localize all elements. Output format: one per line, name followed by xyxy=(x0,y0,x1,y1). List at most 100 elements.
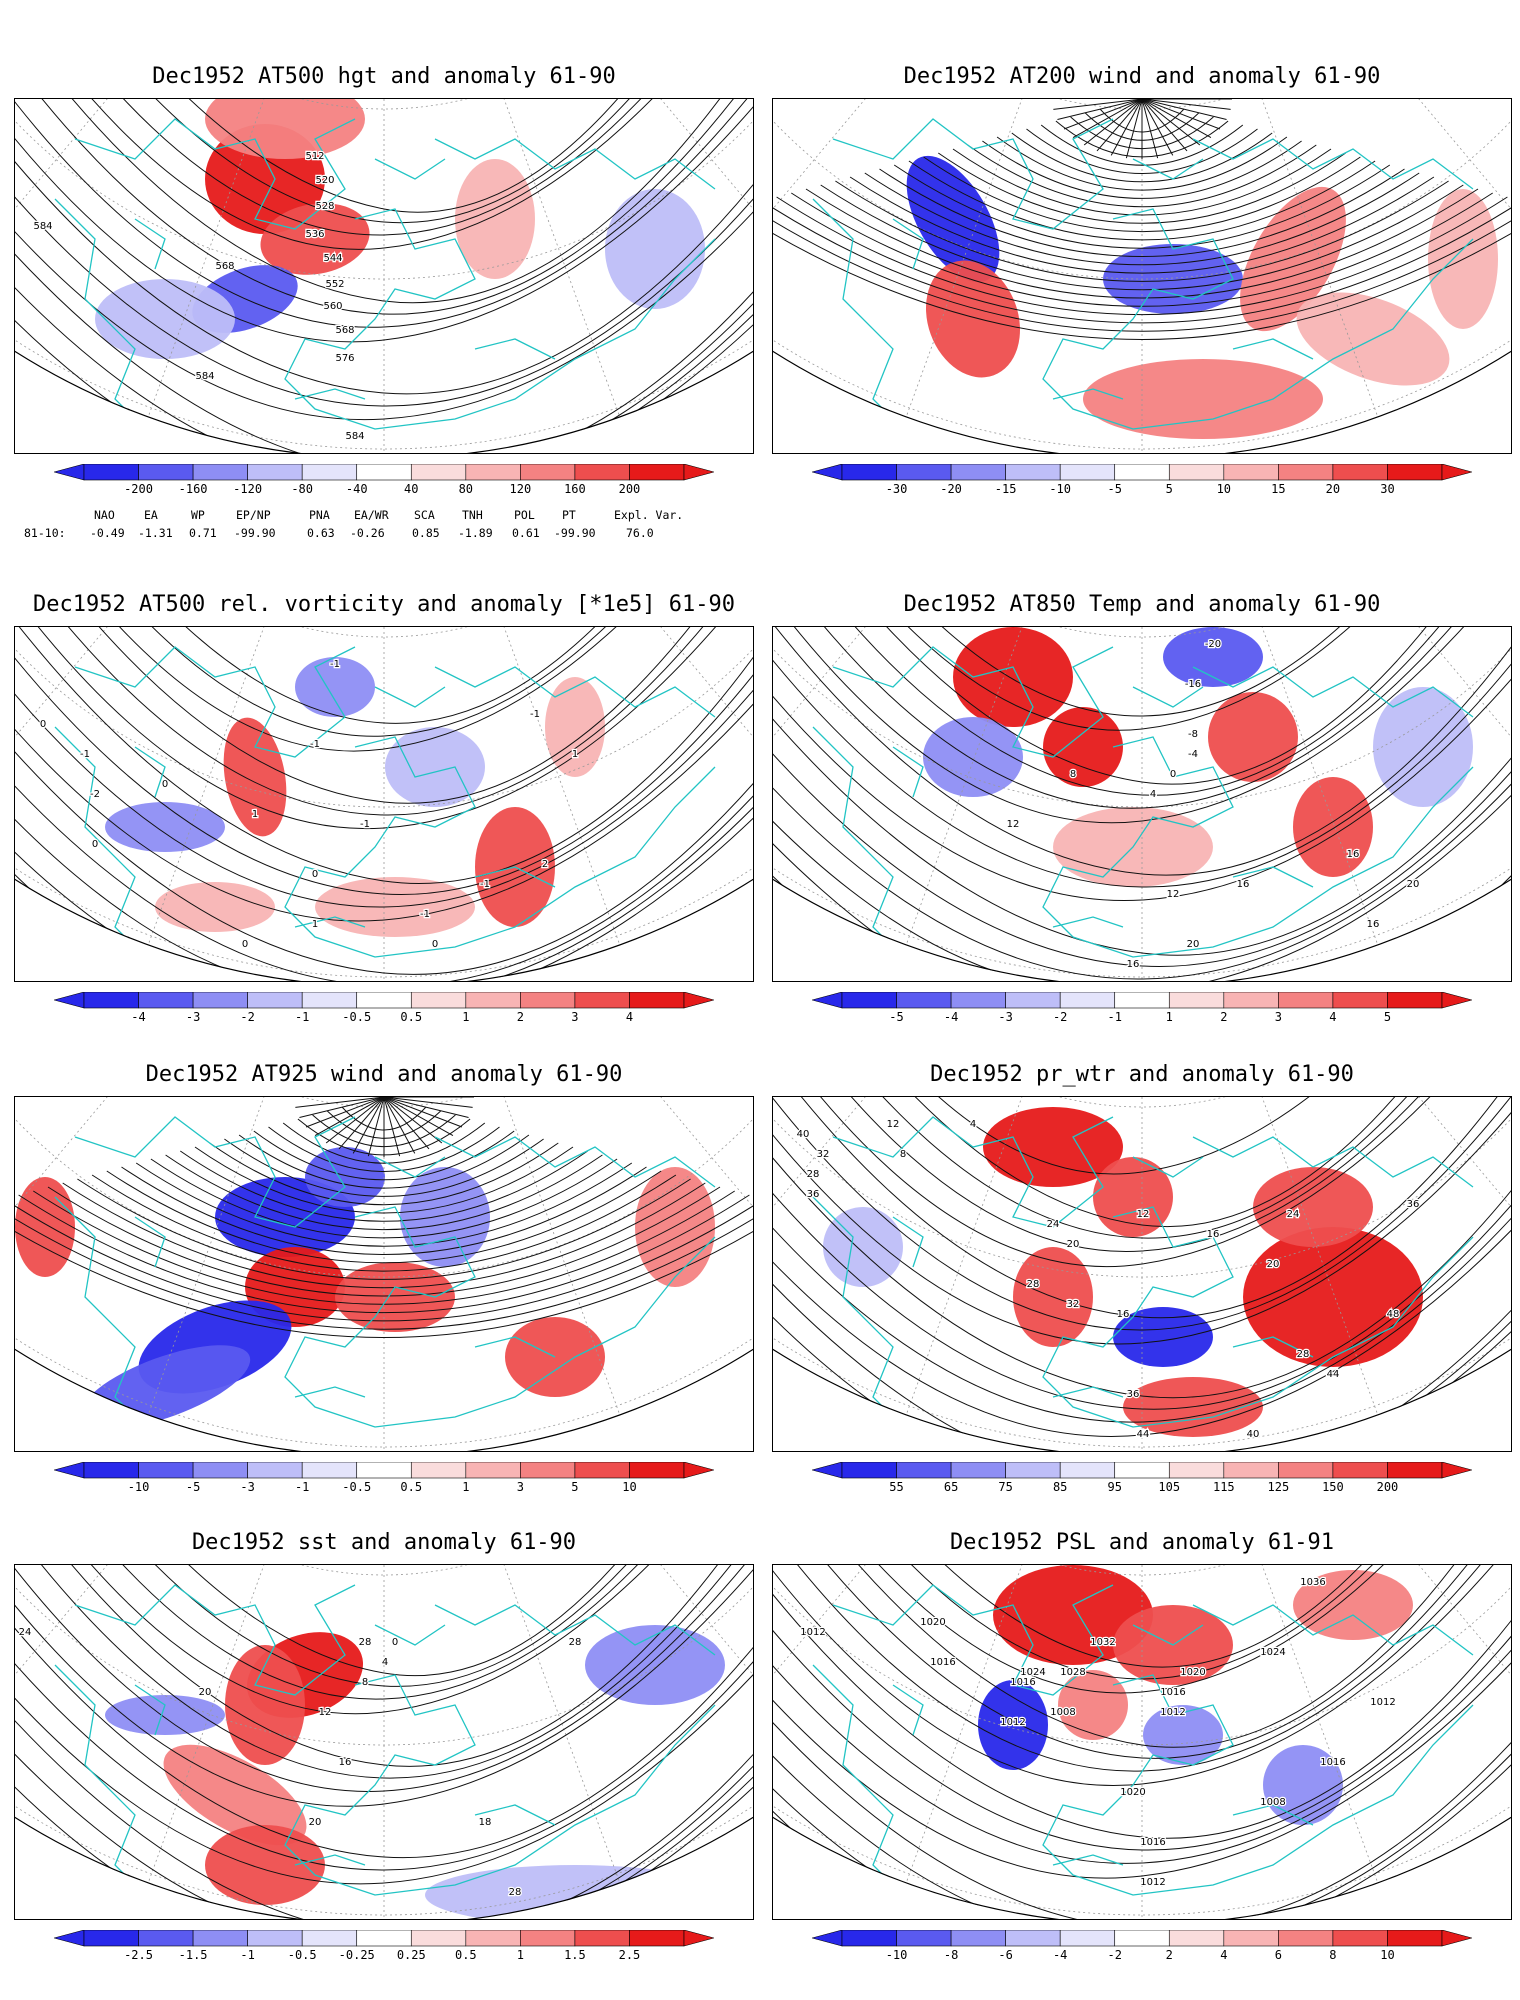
colorbar-swatch xyxy=(1059,464,1116,481)
contour-label: 1012 xyxy=(1140,1877,1165,1888)
contour-label: 1016 xyxy=(930,1657,955,1668)
colorbar-swatch xyxy=(1332,1462,1388,1479)
map-svg xyxy=(15,1097,753,1451)
colorbar-swatch xyxy=(520,1930,576,1947)
colorbar-tick-label: 115 xyxy=(1212,1480,1235,1494)
colorbar-tick-label: 0.5 xyxy=(400,1010,423,1024)
negative-anomaly-area xyxy=(385,727,485,807)
colorbar-swatch xyxy=(896,464,952,481)
colorbar: -10 -8 -6 -4 -2 2 4 6 8 10 xyxy=(812,1930,1472,1970)
colorbar-swatch xyxy=(629,464,685,481)
colorbar-swatch xyxy=(247,464,303,481)
negative-anomaly-area xyxy=(585,1625,725,1705)
colorbar-arrow-low xyxy=(812,1930,843,1947)
contour-label: 1012 xyxy=(800,1627,825,1638)
colorbar-swatch xyxy=(1387,1462,1443,1479)
index-header: TNH xyxy=(462,508,483,522)
colorbar-arrow-low xyxy=(54,992,85,1009)
contour-label: 16 xyxy=(1127,959,1140,970)
contour-label: 24 xyxy=(1047,1219,1060,1230)
colorbar-swatch xyxy=(356,1462,412,1479)
colorbar-tick-label: 3 xyxy=(516,1480,524,1494)
colorbar-swatch xyxy=(1332,464,1388,481)
colorbar-swatch xyxy=(247,1930,303,1947)
colorbar-arrow-low xyxy=(54,464,85,481)
colorbar-swatch xyxy=(1387,992,1443,1009)
colorbar-swatch xyxy=(1387,464,1443,481)
colorbar-tick-label: 1 xyxy=(462,1010,470,1024)
contour-label: 536 xyxy=(305,229,324,240)
colorbar-swatch xyxy=(1114,464,1170,481)
map-svg: -20 -16 -8 -4 0 4 8 12 16 12 16 20 16 20 16 xyxy=(773,627,1511,981)
colorbar-tick-label: 3 xyxy=(571,1010,579,1024)
colorbar-swatch xyxy=(356,1930,412,1947)
colorbar-arrow-high xyxy=(1441,464,1472,481)
colorbar-swatch xyxy=(950,464,1006,481)
contour-label: 32 xyxy=(817,1149,830,1160)
colorbar-swatch xyxy=(574,464,630,481)
colorbar-tick-label: 4 xyxy=(1329,1010,1337,1024)
colorbar-arrow-low xyxy=(812,464,843,481)
colorbar-svg xyxy=(54,464,714,481)
streamlines xyxy=(773,99,1511,340)
contour-label: 1 xyxy=(312,919,318,930)
contour-label: 552 xyxy=(325,279,344,290)
colorbar-swatch xyxy=(1332,1930,1388,1947)
contour-label: -1 xyxy=(530,709,540,720)
contour-lines xyxy=(15,99,753,453)
positive-anomaly-area xyxy=(335,1262,455,1332)
colorbar-swatch xyxy=(83,992,139,1009)
contour-label: 20 xyxy=(1067,1239,1080,1250)
positive-anomaly-area xyxy=(1083,359,1323,439)
colorbar: -200 -160 -120 -80 -40 40 80 120 160 200 xyxy=(54,464,714,504)
negative-anomaly-area xyxy=(295,657,375,717)
colorbar-swatch xyxy=(465,1930,521,1947)
contour-label: 40 xyxy=(797,1129,810,1140)
colorbar-tick-label: -8 xyxy=(943,1948,959,1962)
contour-label: 28 xyxy=(807,1169,820,1180)
colorbar-tick-label: 4 xyxy=(1220,1948,1228,1962)
contour-label: 0 xyxy=(40,719,46,730)
contour-label: 0 xyxy=(162,779,168,790)
colorbar-swatch xyxy=(1387,1930,1443,1947)
colorbar-swatch xyxy=(1332,992,1388,1009)
colorbar-swatch xyxy=(356,464,412,481)
positive-anomaly-area xyxy=(1293,1570,1413,1640)
colorbar-arrow-high xyxy=(683,464,714,481)
colorbar-swatch xyxy=(574,1462,630,1479)
contour-label: 36 xyxy=(1127,1389,1140,1400)
colorbar-tick-label: -30 xyxy=(885,482,908,496)
colorbar-swatch xyxy=(83,1930,139,1947)
contour-label: 32 xyxy=(1067,1299,1080,1310)
colorbar-tick-label: 2.5 xyxy=(618,1948,641,1962)
colorbar-swatch xyxy=(1005,992,1061,1009)
colorbar-svg xyxy=(812,1930,1472,1947)
contour-label: 28 xyxy=(509,1887,522,1898)
colorbar-swatch xyxy=(138,464,194,481)
negative-anomaly-area xyxy=(1263,1745,1343,1825)
colorbar-swatch xyxy=(841,1462,897,1479)
contour-label: 0 xyxy=(312,869,318,880)
colorbar-tick-label: -15 xyxy=(994,482,1017,496)
index-value: 0.71 xyxy=(189,526,217,540)
colorbar-tick-label: -5 xyxy=(889,1010,904,1024)
colorbar-tick-label: 125 xyxy=(1267,1480,1290,1494)
contour-label: 568 xyxy=(335,325,354,336)
colorbar-tick-label: 6 xyxy=(1274,1948,1282,1962)
index-value: -1.31 xyxy=(138,526,173,540)
colorbar-swatch xyxy=(247,992,303,1009)
colorbar-svg xyxy=(54,992,714,1009)
contour-label: 12 xyxy=(1137,1209,1150,1220)
contour-label: -1 xyxy=(480,879,490,890)
colorbar-tick-label: 10 xyxy=(1216,482,1232,496)
contour-label: 4 xyxy=(1150,789,1156,800)
colorbar-swatch xyxy=(950,1462,1006,1479)
index-value: -99.90 xyxy=(234,526,276,540)
map-svg xyxy=(773,99,1511,453)
colorbar-tick-label: 200 xyxy=(1376,1480,1399,1494)
colorbar-tick-label: 30 xyxy=(1380,482,1395,496)
contour-label: 16 xyxy=(1367,919,1380,930)
colorbar-tick-label: 15 xyxy=(1271,482,1286,496)
colorbar-tick-label: 150 xyxy=(1322,1480,1344,1494)
colorbar-arrow-high xyxy=(683,992,714,1009)
